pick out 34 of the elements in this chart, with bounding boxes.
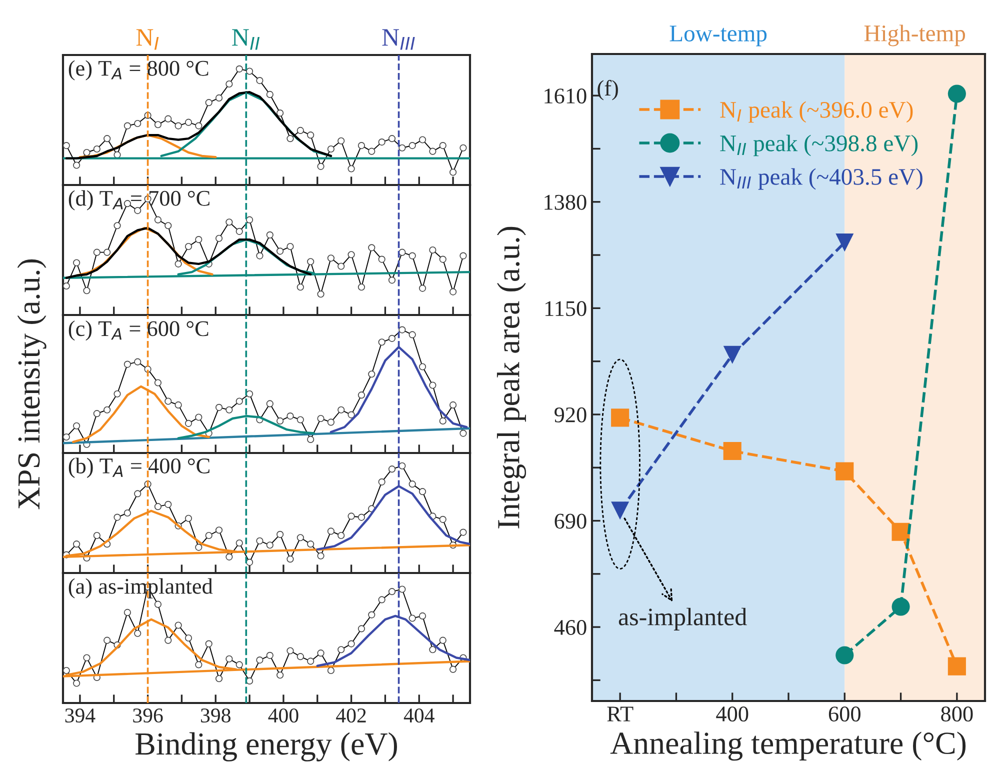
x-tick-label: 404 (404, 708, 434, 723)
x-tick-label: 400 (268, 708, 298, 723)
ref-line-label: N$_{II}$ (232, 29, 260, 50)
y-tick-label: 1150 (545, 301, 586, 316)
x-tick-label: 600 (828, 706, 860, 722)
ref-line-label: N$_{III}$ (382, 29, 415, 50)
y-tick-label: 920 (554, 407, 586, 422)
legend-label: N$_{I}$ peak (~396.0 eV) (720, 101, 913, 123)
annotation: as-implanted (618, 608, 747, 630)
y-tick-label: 460 (554, 620, 586, 635)
band-label: High-temp (864, 24, 966, 46)
y-tick-label: 690 (554, 514, 586, 529)
x-axis-title: Binding energy (eV) (136, 732, 397, 762)
x-tick-label: 396 (133, 708, 163, 723)
y-axis-title: XPS intensity (a.u.) (17, 259, 46, 510)
y-tick-label: 1380 (544, 194, 586, 210)
annotation: (e) T$_{A}$ = 800 °C (68, 60, 208, 80)
x-tick-label: 800 (941, 706, 973, 722)
y-tick-label: 1610 (544, 88, 586, 104)
annotation: (f) (598, 80, 618, 100)
x-tick-label: 398 (200, 708, 230, 723)
x-tick-label: RT (607, 706, 634, 722)
y-axis-title: Integral peak area (a.u.) (496, 226, 526, 528)
legend-label: N$_{II}$ peak (~398.8 eV) (720, 134, 918, 156)
x-tick-label: 394 (65, 708, 96, 723)
x-tick-label: 400 (716, 706, 748, 722)
band-label: Low-temp (670, 26, 767, 46)
x-axis-title: Annealing temperature (°C) (610, 732, 966, 761)
ref-line-label: N$_{I}$ (136, 29, 159, 50)
annotation: (b) T$_{A}$ = 400 °C (68, 458, 210, 478)
annotation: (d) T$_{A}$ = 700 °C (68, 190, 210, 210)
x-tick-label: 402 (336, 708, 366, 723)
annotation: (c) T$_{A}$ = 600 °C (68, 320, 208, 341)
legend-label: N$_{III}$ peak (~403.5 eV) (720, 168, 922, 190)
